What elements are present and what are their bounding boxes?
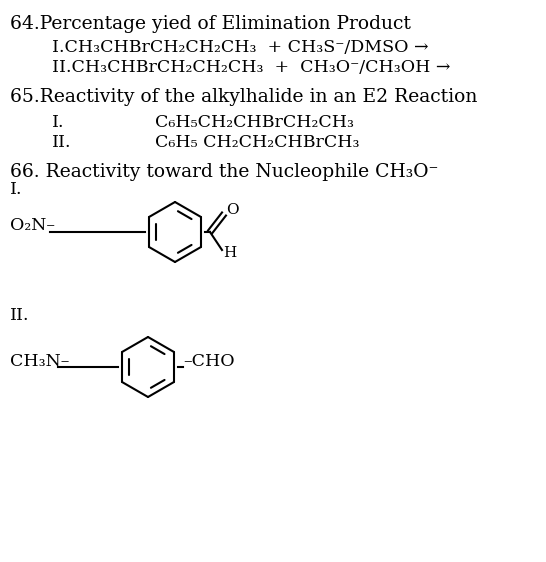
Text: 65.Reactivity of the alkylhalide in an E2 Reaction: 65.Reactivity of the alkylhalide in an E… xyxy=(10,88,477,106)
Text: CH₃N–: CH₃N– xyxy=(10,352,69,369)
Text: C₆H₅CH₂CHBrCH₂CH₃: C₆H₅CH₂CHBrCH₂CH₃ xyxy=(155,114,354,131)
Text: H: H xyxy=(223,246,236,260)
Text: II.: II. xyxy=(10,307,29,324)
Text: II.CH₃CHBrCH₂CH₂CH₃  +  CH₃O⁻/CH₃OH →: II.CH₃CHBrCH₂CH₂CH₃ + CH₃O⁻/CH₃OH → xyxy=(52,59,450,76)
Text: O₂N–: O₂N– xyxy=(10,217,55,234)
Text: 64.Percentage yied of Elimination Product: 64.Percentage yied of Elimination Produc… xyxy=(10,15,411,33)
Text: C₆H₅ CH₂CH₂CHBrCH₃: C₆H₅ CH₂CH₂CHBrCH₃ xyxy=(155,134,359,151)
Text: 66. Reactivity toward the Nucleophile CH₃O⁻: 66. Reactivity toward the Nucleophile CH… xyxy=(10,163,438,181)
Text: O: O xyxy=(226,203,239,217)
Text: II.: II. xyxy=(52,134,72,151)
Text: –CHO: –CHO xyxy=(183,352,235,369)
Text: I.: I. xyxy=(52,114,64,131)
Text: I.CH₃CHBrCH₂CH₂CH₃  + CH₃S⁻/DMSO →: I.CH₃CHBrCH₂CH₂CH₃ + CH₃S⁻/DMSO → xyxy=(52,39,429,56)
Text: I.: I. xyxy=(10,181,22,198)
